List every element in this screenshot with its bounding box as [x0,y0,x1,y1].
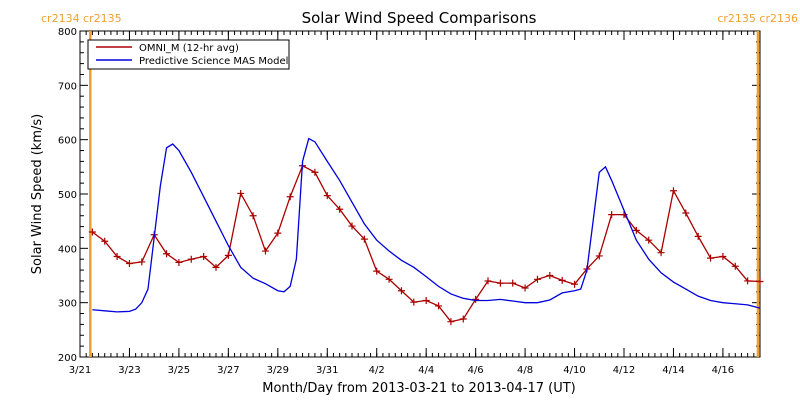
omni-data-point [731,262,739,270]
model-series-line [92,137,761,313]
carrington-marker-label: cr2135 cr2136 [717,12,798,25]
y-tick-label: 700 [58,81,77,92]
omni-data-point [571,280,579,288]
x-tick-label: 3/29 [267,365,289,376]
omni-data-point [348,222,356,230]
omni-data-point [397,287,405,295]
plot-area: 200 300 400 500 600 700 800 3/21 3/23 3/25 3/27 3/2… [41,12,798,376]
omni-data-point [410,298,418,306]
omni-data-point [744,277,752,285]
omni-data-point [756,277,764,285]
omni-data-point [101,237,109,245]
omni-data-point [286,193,294,201]
y-tick-label: 500 [58,190,77,201]
y-tick-label: 200 [58,353,77,364]
omni-data-point [447,318,455,326]
omni-data-point [88,228,96,236]
legend: OMNI_M (12-hr avg) Predictive Science MAS… [87,39,290,70]
omni-data-point [657,249,665,257]
omni-data-point [509,279,517,287]
x-tick-label: 4/16 [712,365,734,376]
omni-data-point [385,275,393,283]
omni-data-point [459,315,467,323]
omni-data-point [645,236,653,244]
omni-data-point [719,252,727,260]
x-tick-label: 3/27 [217,365,239,376]
y-tick-label: 400 [58,244,77,255]
omni-data-point [224,251,232,259]
legend-box [87,39,290,70]
omni-data-point [187,255,195,263]
omni-data-point [484,277,492,285]
plot-frame [79,30,761,358]
x-tick-label: 3/23 [118,365,140,376]
omni-data-point [212,263,220,271]
y-tick-label: 600 [58,136,77,147]
x-tick-label: 4/8 [517,365,533,376]
omni-data-point [521,284,529,292]
omni-data-point [113,252,121,260]
x-axis-title: Month/Day from 2013-03-21 to 2013-04-17 … [262,381,575,396]
omni-data-point [261,247,269,255]
omni-data-point [360,235,368,243]
x-tick-label: 4/2 [369,365,385,376]
omni-data-point [249,212,257,220]
omni-data-point [163,250,171,258]
chart-title: Solar Wind Speed Comparisons [302,9,537,27]
omni-data-point [472,295,480,303]
omni-data-point [422,296,430,304]
omni-data-point [533,275,541,283]
omni-data-point [138,258,146,266]
x-tick-label: 4/12 [613,365,635,376]
omni-data-point [175,258,183,266]
legend-omni-label: OMNI_M (12-hr avg) [139,43,239,54]
legend-model-label: Predictive Science MAS Model [139,56,288,67]
omni-data-point [336,205,344,213]
omni-data-point [694,232,702,240]
omni-data-point [558,276,566,284]
x-tick-label: 3/25 [168,365,190,376]
x-tick-label: 4/6 [468,365,484,376]
omni-data-point [496,279,504,287]
omni-data-point [682,209,690,217]
omni-data-point [435,302,443,310]
omni-data-point [608,211,616,219]
omni-data-point [311,168,319,176]
y-axis-title: Solar Wind Speed (km/s) [30,114,45,274]
omni-data-point [274,229,282,237]
carrington-marker-label: cr2134 cr2135 [41,12,122,25]
x-tick-label: 4/10 [563,365,585,376]
y-tick-label: 300 [58,299,77,310]
x-tick-label: 4/4 [418,365,434,376]
omni-data-point [595,252,603,260]
x-tick-label: 3/21 [69,365,91,376]
x-tick-label: 4/14 [662,365,684,376]
x-tick-label: 3/31 [316,365,338,376]
omni-data-point [237,189,245,197]
y-tick-label: 800 [58,27,77,38]
omni-data-point [323,192,331,200]
omni-data-point [707,254,715,262]
omni-data-point [125,260,133,268]
omni-data-point [200,252,208,260]
omni-data-point [669,187,677,195]
omni-data-point [546,272,554,279]
omni-data-point [632,226,640,234]
omni-data-point [373,267,381,275]
